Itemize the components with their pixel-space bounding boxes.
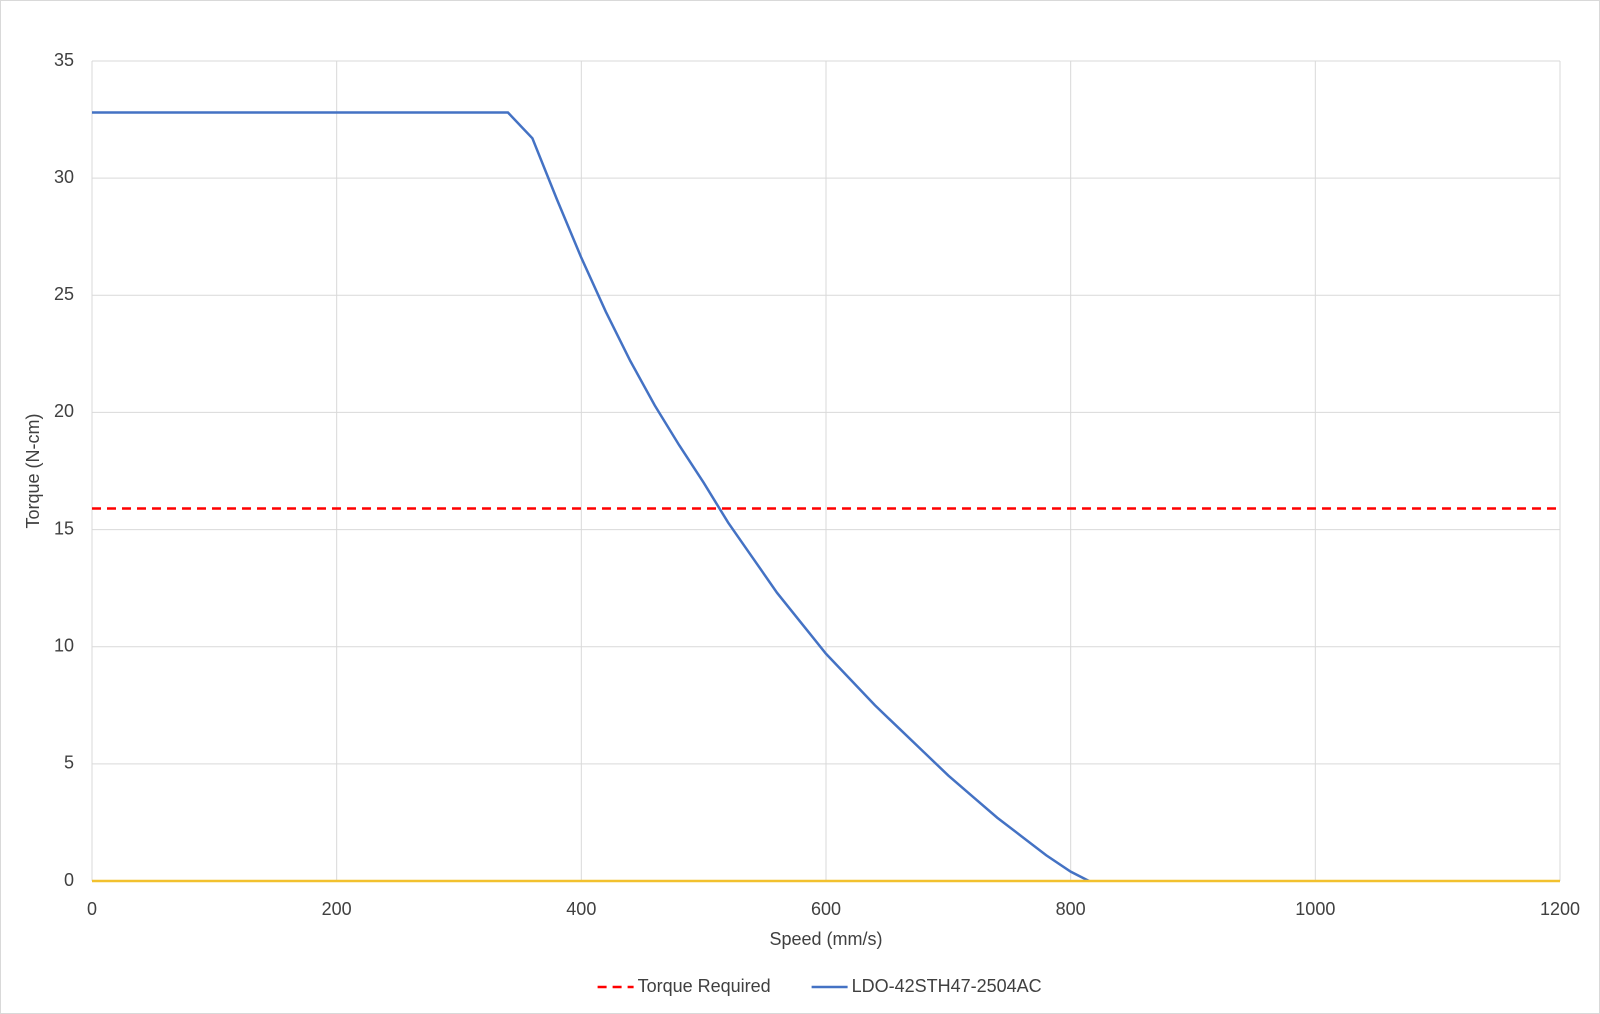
x-axis-title: Speed (mm/s) [769,929,882,949]
y-axis-title: Torque (N-cm) [23,413,43,528]
y-tick-label: 15 [54,518,74,538]
legend-label: Torque Required [638,976,771,996]
y-tick-label: 35 [54,50,74,70]
y-tick-label: 0 [64,870,74,890]
x-tick-label: 200 [322,899,352,919]
x-tick-label: 1200 [1540,899,1580,919]
y-tick-label: 30 [54,167,74,187]
plot [92,111,1560,883]
y-tick-label: 20 [54,401,74,421]
grid: 0 5 10 15 20 25 30 35 0 200 400 600 800 1000 1200 [54,50,1580,919]
x-tick-label: 800 [1056,899,1086,919]
legend-label: LDO-42STH47-2504AC [852,976,1042,996]
y-tick-label: 5 [64,753,74,773]
legend: Torque Required LDO-42STH47-2504AC [597,976,1042,996]
x-tick-label: 400 [566,899,596,919]
series-line [92,111,1090,883]
y-tick-label: 25 [54,284,74,304]
x-tick-label: 1000 [1295,899,1335,919]
x-tick-label: 0 [87,899,97,919]
y-tick-label: 10 [54,635,74,655]
x-tick-label: 600 [811,899,841,919]
